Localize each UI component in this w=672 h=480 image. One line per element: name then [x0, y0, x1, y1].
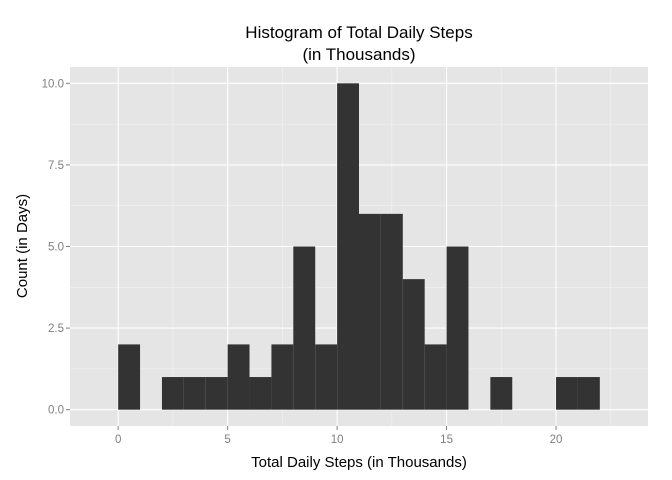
y-axis-title: Count (in Days) [14, 194, 31, 298]
histogram-bar [271, 344, 294, 410]
histogram-bar [446, 246, 469, 410]
histogram-bar [424, 344, 447, 410]
histogram-bar [249, 377, 272, 410]
histogram-bar [556, 377, 578, 410]
chart-title-line-2: (in Thousands) [302, 45, 415, 64]
histogram-bar [227, 344, 250, 410]
x-tick-label: 20 [550, 434, 563, 446]
chart-title-line-1: Histogram of Total Daily Steps [245, 23, 472, 42]
y-tick-label: 10.0 [42, 78, 64, 90]
histogram-bar [161, 377, 184, 410]
x-tick-label: 15 [440, 434, 453, 446]
histogram-bar [490, 377, 513, 410]
y-tick-label: 0.0 [48, 405, 64, 417]
histogram-bar [183, 377, 206, 410]
histogram-bar [402, 279, 425, 410]
histogram-bar [577, 377, 600, 410]
histogram-bar [205, 377, 228, 410]
x-tick-label: 0 [115, 434, 121, 446]
x-axis-ticks: 0 5 10 15 20 [115, 426, 562, 446]
histogram-bar [315, 344, 338, 410]
x-tick-label: 10 [331, 434, 344, 446]
histogram-bar [293, 246, 316, 410]
histogram-bars [118, 83, 600, 410]
y-axis-ticks: 0.0 2.5 5.0 7.5 10.0 [42, 78, 70, 417]
x-axis-title: Total Daily Steps (in Thousands) [251, 454, 467, 471]
x-tick-label: 5 [224, 434, 230, 446]
histogram-bar [118, 344, 141, 410]
y-tick-label: 5.0 [48, 242, 64, 254]
histogram-bar [359, 213, 381, 410]
y-tick-label: 2.5 [48, 323, 64, 335]
histogram-bar [380, 213, 403, 410]
y-tick-label: 7.5 [48, 160, 64, 172]
histogram-bar [337, 83, 359, 410]
